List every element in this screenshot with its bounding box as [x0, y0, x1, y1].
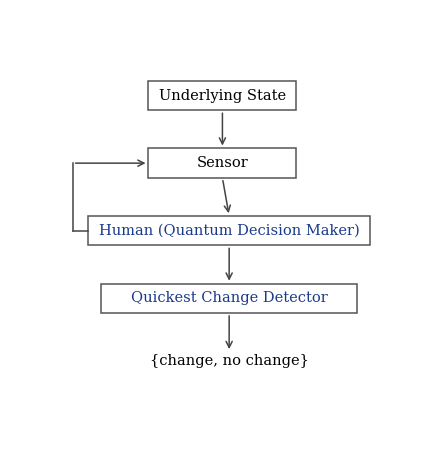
FancyBboxPatch shape [88, 216, 370, 245]
Text: Underlying State: Underlying State [159, 89, 286, 103]
FancyBboxPatch shape [148, 148, 296, 178]
Text: Human (Quantum Decision Maker): Human (Quantum Decision Maker) [99, 224, 359, 238]
Text: {change, no change}: {change, no change} [150, 354, 309, 368]
Text: Sensor: Sensor [197, 156, 248, 170]
FancyBboxPatch shape [148, 81, 296, 110]
FancyBboxPatch shape [101, 284, 357, 313]
Text: Quickest Change Detector: Quickest Change Detector [131, 291, 328, 305]
